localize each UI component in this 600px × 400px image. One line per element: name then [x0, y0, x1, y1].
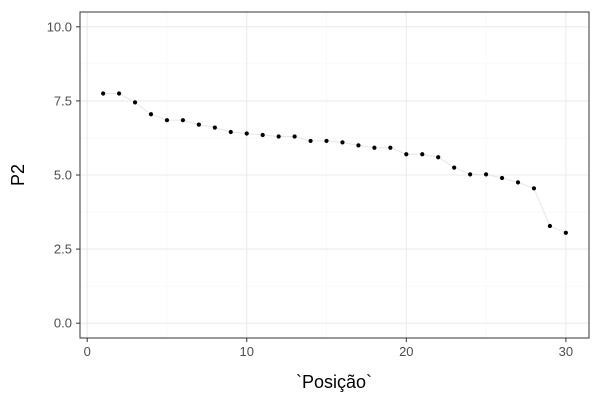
- data-point: [515, 180, 521, 185]
- data-point: [563, 230, 568, 235]
- y-axis-title: P2: [8, 164, 28, 186]
- y-axis: 0.0 2.5 5.0 7.5 10.0: [47, 19, 80, 331]
- data-point: [132, 100, 138, 105]
- data-point: [244, 131, 249, 136]
- data-point: [499, 175, 505, 181]
- data-point: [260, 132, 265, 138]
- data-point: [212, 125, 217, 130]
- x-axis: 0 10 20 30: [84, 338, 573, 359]
- data-point: [101, 91, 106, 96]
- y-tick-label: 10.0: [47, 19, 72, 34]
- x-axis-title: `Posição`: [296, 372, 372, 392]
- data-point: [468, 172, 473, 177]
- data-point: [292, 134, 297, 139]
- x-tick-label: 0: [84, 344, 91, 359]
- data-point: [436, 155, 441, 160]
- data-point: [324, 138, 329, 144]
- data-point: [483, 172, 489, 177]
- data-point: [547, 223, 553, 229]
- data-point: [340, 140, 345, 145]
- data-point: [228, 129, 233, 135]
- data-point: [388, 145, 393, 150]
- y-tick-label: 5.0: [54, 168, 72, 183]
- y-tick-label: 7.5: [54, 93, 72, 108]
- data-point: [531, 186, 537, 191]
- data-point: [356, 143, 361, 148]
- y-tick-label: 2.5: [54, 242, 72, 257]
- data-point: [164, 118, 170, 123]
- data-point: [148, 112, 154, 117]
- series-line-group: [103, 93, 567, 234]
- y-tick-label: 0.0: [54, 316, 72, 331]
- data-point: [404, 152, 409, 157]
- x-tick-label: 20: [399, 344, 413, 359]
- major-gridlines: [80, 12, 589, 338]
- series-line: [103, 93, 567, 234]
- x-tick-label: 30: [559, 344, 573, 359]
- data-point: [420, 152, 425, 157]
- data-point: [116, 91, 122, 96]
- data-point: [196, 122, 201, 127]
- x-tick-label: 10: [240, 344, 254, 359]
- data-point: [276, 134, 281, 139]
- data-point: [452, 165, 457, 170]
- data-point: [372, 145, 377, 150]
- data-point: [308, 138, 313, 144]
- data-point: [180, 118, 186, 123]
- series-points-group: [101, 91, 568, 235]
